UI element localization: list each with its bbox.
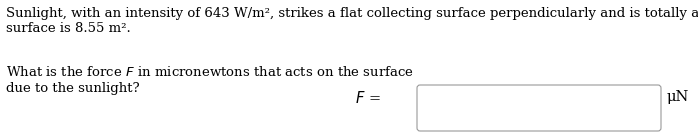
Text: μN: μN bbox=[667, 90, 690, 104]
Text: $\mathit{F}$ =: $\mathit{F}$ = bbox=[355, 90, 380, 106]
FancyBboxPatch shape bbox=[417, 85, 661, 131]
Text: Sunlight, with an intensity of 643 W/m², strikes a flat collecting surface perpe: Sunlight, with an intensity of 643 W/m²,… bbox=[6, 7, 698, 20]
Text: What is the force $\mathit{F}$ in micronewtons that acts on the surface: What is the force $\mathit{F}$ in micron… bbox=[6, 65, 414, 79]
Text: due to the sunlight?: due to the sunlight? bbox=[6, 82, 140, 95]
Text: surface is 8.55 m².: surface is 8.55 m². bbox=[6, 22, 131, 35]
